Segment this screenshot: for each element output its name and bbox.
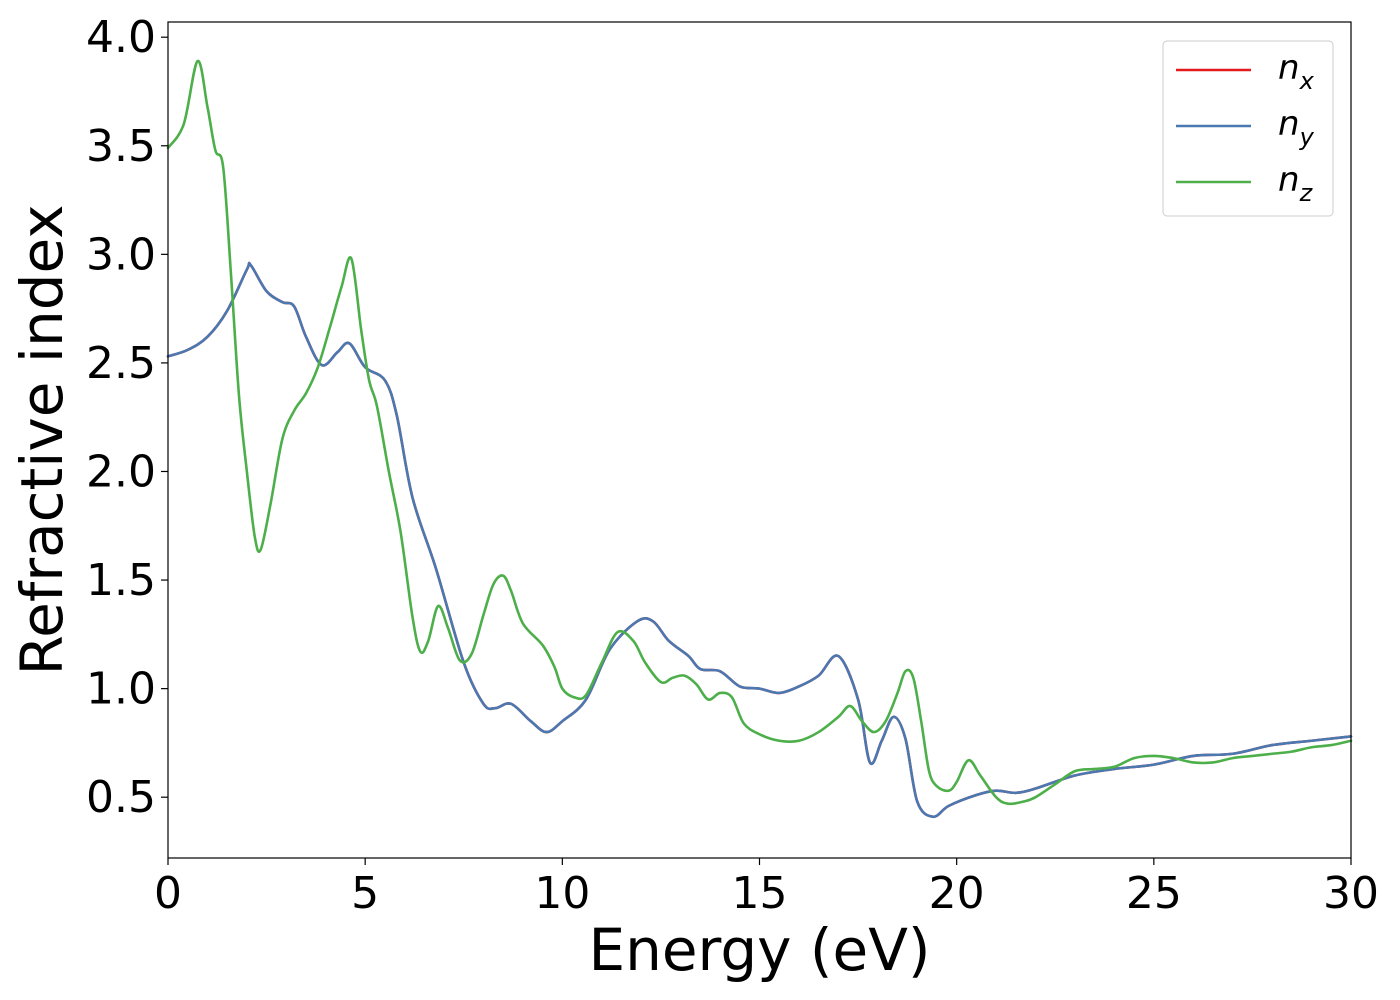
x-axis-label: Energy (eV)	[588, 916, 930, 984]
legend-label-n-x: nx	[1278, 48, 1315, 95]
y-tick-label: 3.0	[86, 229, 156, 280]
x-tick-label: 0	[154, 868, 182, 919]
legend-box	[1162, 40, 1334, 217]
y-tick-label: 2.0	[86, 446, 156, 497]
y-tick-label: 1.0	[86, 664, 156, 715]
x-tick-label: 10	[534, 868, 590, 919]
series-layer	[166, 59, 1353, 819]
series-line-n-z	[166, 59, 1353, 806]
legend: nx ny nz	[1162, 40, 1334, 217]
y-axis-ticks: 0.5 1.0 1.5 2.0 2.5 3.0 3.5 4.0	[86, 12, 168, 823]
x-tick-label: 20	[929, 868, 985, 919]
y-tick-label: 1.5	[86, 555, 156, 606]
x-tick-label: 5	[351, 868, 379, 919]
x-tick-label: 30	[1323, 868, 1379, 919]
y-axis-label: Refractive index	[8, 204, 76, 675]
y-tick-label: 3.5	[86, 121, 156, 172]
y-tick-label: 4.0	[86, 12, 156, 63]
y-tick-label: 0.5	[86, 772, 156, 823]
x-axis-ticks: 0 5 10 15 20 25 30	[154, 858, 1379, 919]
y-tick-label: 2.5	[86, 338, 156, 389]
legend-label-n-y: ny	[1278, 104, 1315, 151]
legend-label-n-z: nz	[1278, 160, 1314, 207]
x-tick-label: 25	[1126, 868, 1182, 919]
legend-items: nx ny nz	[1176, 48, 1315, 207]
x-tick-label: 15	[732, 868, 788, 919]
